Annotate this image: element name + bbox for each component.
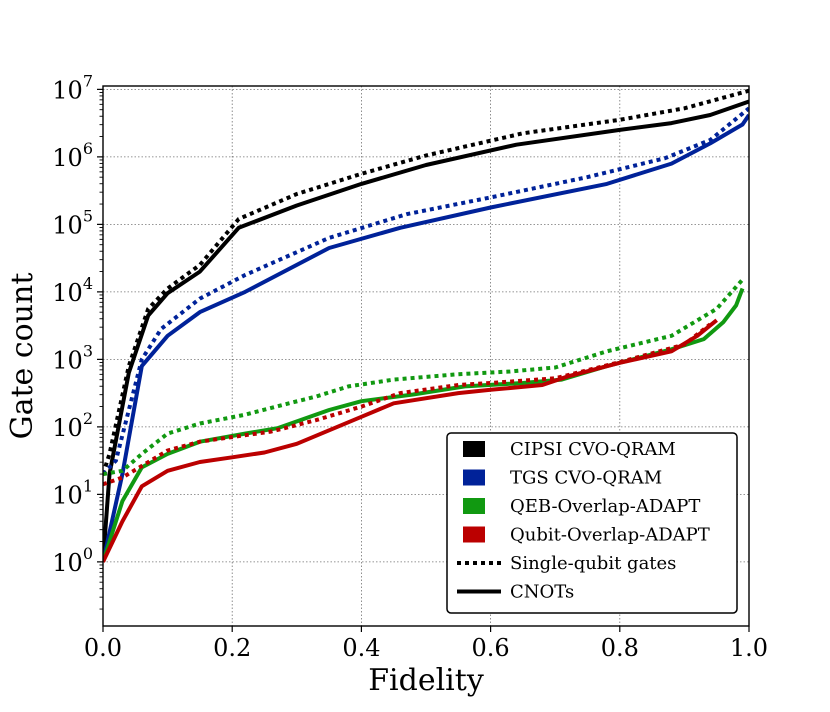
legend-swatch	[463, 441, 485, 457]
y-tick-label: 103	[52, 341, 93, 374]
plot-frame	[102, 85, 750, 627]
series-qubit-overlap-adapt-single-qubit-gates	[103, 322, 712, 487]
y-tick-label: 107	[52, 71, 93, 104]
legend-label: CIPSI CVO-QRAM	[510, 439, 676, 460]
legend-item: QEB-Overlap-ADAPT	[463, 496, 700, 517]
legend-label: Qubit-Overlap-ADAPT	[510, 525, 710, 546]
legend-item: CIPSI CVO-QRAM	[463, 439, 676, 460]
y-tick-label: 101	[52, 476, 93, 509]
legend-item: Single-qubit gates	[457, 553, 676, 574]
series-lines	[103, 88, 749, 563]
y-tick-label: 100	[52, 544, 93, 577]
legend-swatch	[463, 498, 485, 514]
x-tick-label: 0.0	[84, 634, 122, 662]
y-tick-label: 105	[52, 206, 93, 239]
series-qeb-overlap-adapt-single-qubit-gates	[103, 278, 744, 477]
legend-swatch	[463, 469, 485, 486]
series-tgs-cvo-qram-single-qubit-gates	[103, 106, 749, 476]
y-axis-title: Gate count	[5, 273, 40, 440]
x-tick-label: 1.0	[730, 634, 768, 662]
series-qeb-overlap-adapt-cnots	[103, 287, 745, 563]
x-axis-title: Fidelity	[368, 663, 484, 698]
y-tick-label: 104	[52, 274, 93, 307]
x-tick-label: 0.6	[472, 634, 510, 662]
series-tgs-cvo-qram-cnots	[103, 113, 749, 563]
y-tick-label: 106	[52, 139, 93, 172]
series-cipsi-cvo-qram-single-qubit-gates	[103, 88, 749, 475]
legend-label: QEB-Overlap-ADAPT	[510, 496, 700, 517]
y-tick-label: 102	[52, 409, 93, 442]
legend-label: Single-qubit gates	[510, 553, 676, 574]
x-tick-label: 0.4	[342, 634, 380, 662]
series-qubit-overlap-adapt-cnots	[103, 318, 718, 563]
legend-label: CNOTs	[510, 582, 574, 603]
legend-item: Qubit-Overlap-ADAPT	[463, 525, 710, 546]
legend-box	[446, 432, 738, 614]
x-tick-label: 0.2	[213, 634, 251, 662]
x-tick-label: 0.8	[601, 634, 639, 662]
x-axis-ticks: 0.0 0.2 0.4 0.6 0.8 1.0	[84, 626, 768, 662]
legend: CIPSI CVO-QRAM TGS CVO-QRAM QEB-Overlap-AD…	[446, 432, 738, 614]
legend-label: TGS CVO-QRAM	[510, 468, 662, 489]
legend-item: TGS CVO-QRAM	[463, 468, 662, 489]
legend-swatch	[463, 526, 485, 543]
legend-item: CNOTs	[457, 582, 574, 603]
series-cipsi-cvo-qram-cnots	[103, 99, 749, 563]
y-axis-ticks: 100 101 102 103 104 105 106 107	[52, 71, 103, 610]
